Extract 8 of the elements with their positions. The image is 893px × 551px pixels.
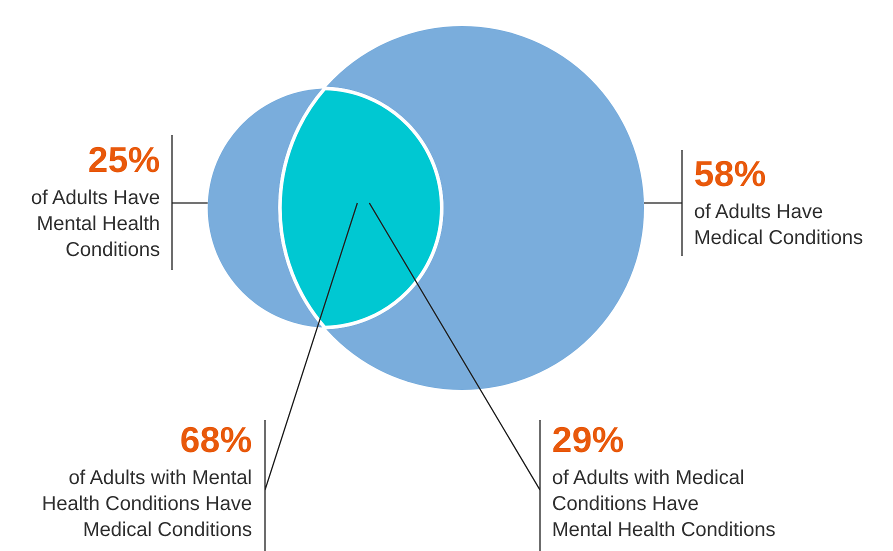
category-label: of Adults Have Medical Conditions (694, 201, 863, 249)
category-label: of Adults Have Mental Health Conditions (31, 187, 160, 261)
category-label: of Adults with Mental Health Conditions Have Medical Conditions (42, 467, 252, 541)
data-label: 25% (88, 139, 160, 180)
data-label: 29% (552, 419, 624, 460)
data-label: 58% (694, 153, 766, 194)
data-label: 68% (180, 419, 252, 460)
category-label: of Adults with Medical Conditions Have Mental Health Conditions (552, 467, 776, 541)
